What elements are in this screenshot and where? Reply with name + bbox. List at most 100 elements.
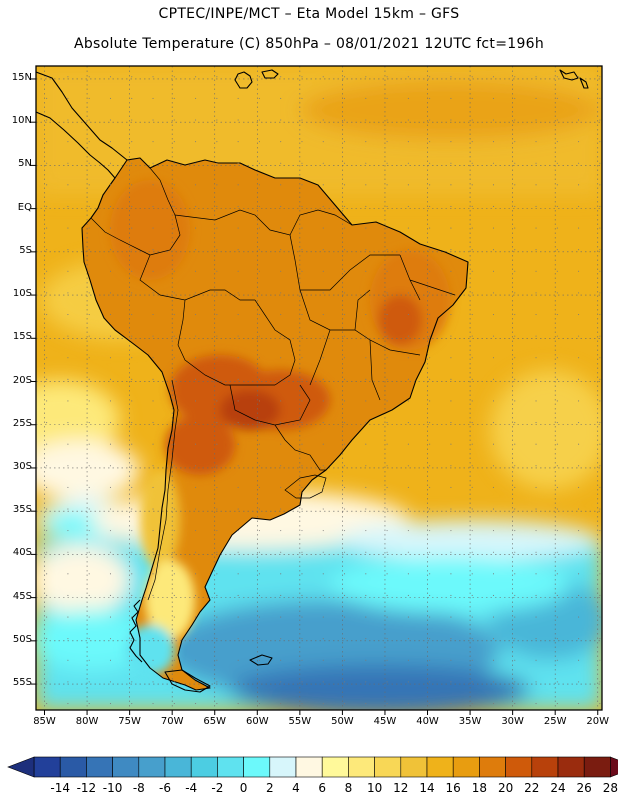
grid-point — [492, 357, 495, 359]
chart-title-line1: CPTEC/INPE/MCT – Eta Model 15km – GFS — [158, 6, 460, 22]
grid-point — [365, 119, 367, 121]
grid-point — [216, 313, 218, 316]
grid-point — [46, 335, 48, 337]
grid-point — [386, 443, 388, 445]
grid-point — [578, 249, 580, 251]
grid-point — [301, 184, 303, 186]
grid-point — [109, 270, 112, 272]
grid-point — [429, 638, 431, 640]
grid-point — [131, 594, 133, 597]
grid-point — [131, 681, 133, 683]
grid-point — [109, 141, 112, 143]
grid-point — [216, 97, 218, 99]
grid-point — [578, 292, 580, 294]
grid-point — [450, 249, 452, 251]
grid-point — [343, 573, 346, 575]
grid-point — [258, 119, 260, 121]
grid-point — [67, 508, 69, 510]
grid-point — [386, 486, 388, 488]
grid-point — [152, 205, 154, 208]
colorbar-swatch — [112, 756, 140, 778]
grid-point — [343, 141, 346, 143]
grid-point — [109, 313, 112, 316]
grid-point — [258, 162, 260, 164]
lat-label: 15S — [12, 331, 32, 343]
central-america-coastline — [36, 71, 128, 179]
grid-point — [46, 638, 48, 640]
grid-point — [322, 681, 324, 683]
grid-point — [131, 551, 133, 553]
grid-point — [258, 313, 260, 316]
grid-point — [429, 616, 431, 618]
grid-point — [429, 162, 431, 164]
grid-point — [131, 400, 133, 402]
grid-point — [471, 227, 473, 229]
grid-point — [301, 357, 303, 359]
grid-point — [365, 702, 367, 705]
grid-point — [429, 400, 431, 402]
lat-label: 55S — [12, 677, 32, 689]
grid-point — [556, 422, 558, 424]
grid-point — [514, 270, 516, 272]
grid-point — [535, 76, 537, 78]
grid-point — [258, 378, 260, 380]
grid-point — [67, 162, 69, 164]
grid-point — [216, 638, 218, 640]
grid-point — [88, 97, 90, 99]
grid-point — [173, 141, 175, 143]
grid-point — [237, 184, 239, 186]
grid-point — [492, 508, 495, 510]
grid-point — [280, 205, 282, 208]
grid-point — [386, 184, 388, 186]
grid-point — [514, 443, 516, 445]
border-brazil-states — [289, 234, 456, 401]
lat-label: 25S — [12, 417, 32, 429]
grid-point — [514, 292, 516, 294]
grid-point — [109, 702, 112, 705]
grid-point — [450, 551, 452, 553]
grid-point — [216, 378, 218, 380]
grid-point — [322, 659, 324, 661]
grid-point — [535, 184, 537, 186]
grid-point — [109, 249, 112, 251]
grid-point — [365, 486, 367, 488]
grid-point — [386, 205, 388, 208]
grid-point — [195, 659, 197, 661]
grid-point — [514, 508, 516, 510]
grid-point — [407, 443, 409, 445]
grid-point — [514, 551, 516, 553]
grid-point — [301, 335, 303, 337]
grid-point — [152, 184, 154, 186]
grid-point — [578, 141, 580, 143]
lat-label: 35S — [12, 504, 32, 516]
grid-point — [237, 486, 239, 488]
grid-point — [343, 184, 346, 186]
grid-point — [237, 97, 239, 99]
grid-point — [578, 205, 580, 208]
grid-point — [173, 313, 175, 316]
grid-point — [88, 184, 90, 186]
grid-point — [365, 681, 367, 683]
grid-point — [237, 573, 239, 575]
grid-point — [216, 681, 218, 683]
grid-point — [471, 270, 473, 272]
colorbar-under-arrow — [7, 756, 35, 778]
grid-point — [599, 335, 601, 337]
grid-point — [237, 638, 239, 640]
grid-point — [535, 530, 537, 532]
grid-point — [429, 465, 431, 467]
colorbar-swatch — [583, 756, 611, 778]
grid-point — [195, 594, 197, 597]
grid-point — [407, 530, 409, 532]
grid-point — [492, 594, 495, 597]
grid-point — [514, 616, 516, 618]
grid-point — [280, 638, 282, 640]
lon-label: 50W — [331, 716, 354, 727]
grid-point — [578, 335, 580, 337]
grid-point — [237, 205, 239, 208]
grid-point — [322, 76, 324, 78]
country-borders — [90, 167, 456, 601]
grid-point — [429, 681, 431, 683]
colorbar-label: -14 — [50, 781, 70, 795]
grid-point — [152, 638, 154, 640]
